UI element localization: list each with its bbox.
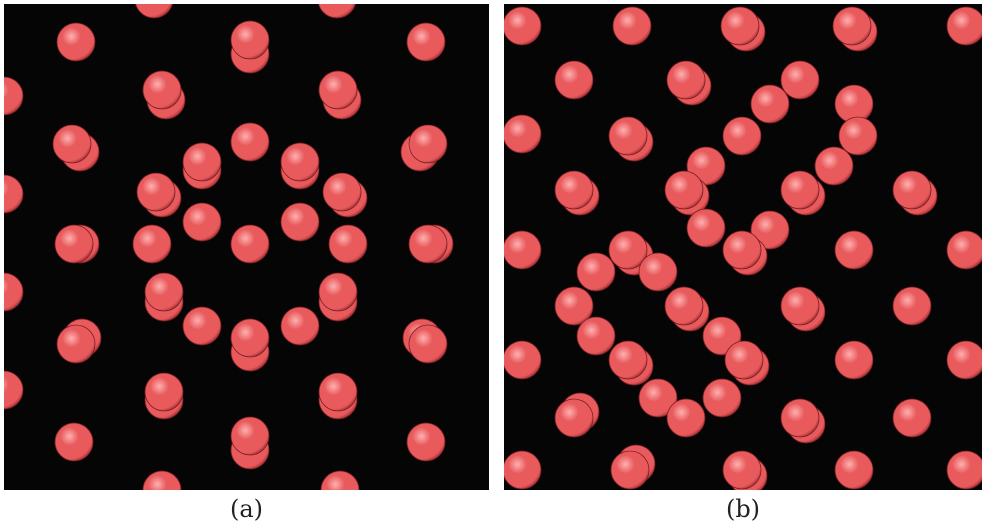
- atom-sphere: [136, 172, 176, 212]
- atom-sphere: [554, 286, 594, 326]
- atom-sphere: [144, 272, 184, 312]
- atom-sphere: [834, 340, 874, 380]
- atom-sphere: [230, 122, 270, 162]
- atom-sphere: [230, 224, 270, 264]
- atom-sphere: [666, 60, 706, 100]
- atom-sphere: [142, 70, 182, 110]
- atom-sphere: [406, 22, 446, 62]
- atom-sphere: [182, 142, 222, 182]
- atom-sphere: [608, 116, 648, 156]
- atom-sphere: [182, 202, 222, 242]
- atom-sphere: [52, 124, 92, 164]
- atom-sphere: [328, 224, 368, 264]
- atom-sphere: [664, 286, 704, 326]
- atom-sphere: [664, 170, 704, 210]
- atom-image-a: [4, 4, 454, 490]
- atom-sphere: [576, 316, 616, 356]
- atom-sphere: [135, 4, 173, 19]
- atom-sphere: [638, 252, 678, 292]
- atom-sphere: [408, 224, 448, 264]
- atomic-structure-panel-a: [4, 4, 489, 490]
- atom-sphere: [750, 84, 790, 124]
- atom-sphere: [142, 470, 182, 490]
- atom-sphere: [182, 306, 222, 346]
- atom-sphere: [780, 398, 820, 438]
- atom-sphere: [780, 286, 820, 326]
- atom-sphere: [318, 4, 356, 19]
- atom-sphere: [554, 398, 594, 438]
- atom-sphere: [280, 306, 320, 346]
- atom-sphere: [892, 170, 932, 210]
- atom-sphere: [4, 76, 24, 116]
- atom-sphere: [230, 20, 270, 60]
- caption-b: (b): [725, 495, 761, 523]
- atom-sphere: [814, 146, 854, 186]
- atom-sphere: [722, 116, 762, 156]
- atom-sphere: [144, 372, 184, 412]
- atom-sphere: [702, 378, 742, 418]
- atom-sphere: [4, 174, 24, 214]
- atom-sphere: [504, 340, 542, 380]
- atom-sphere: [612, 6, 652, 46]
- atom-sphere: [406, 422, 446, 462]
- atom-sphere: [54, 224, 94, 264]
- atom-sphere: [722, 450, 762, 490]
- atom-sphere: [230, 416, 270, 456]
- atom-sphere: [608, 230, 648, 270]
- caption-a: (a): [229, 495, 264, 523]
- atom-sphere: [280, 202, 320, 242]
- atom-sphere: [504, 230, 542, 270]
- atom-sphere: [318, 372, 358, 412]
- atom-sphere: [280, 142, 320, 182]
- atom-sphere: [320, 470, 360, 490]
- atom-sphere: [132, 224, 172, 264]
- atom-sphere: [780, 60, 820, 100]
- atom-sphere: [56, 324, 96, 364]
- atom-sphere: [56, 22, 96, 62]
- atom-sphere: [554, 170, 594, 210]
- atom-sphere: [230, 318, 270, 358]
- atom-sphere: [554, 60, 594, 100]
- atom-sphere: [722, 230, 762, 270]
- atom-sphere: [610, 450, 650, 490]
- atom-sphere: [720, 6, 760, 46]
- atom-sphere: [834, 230, 874, 270]
- atom-sphere: [4, 370, 24, 410]
- atom-sphere: [834, 450, 874, 490]
- atom-sphere: [54, 422, 94, 462]
- atom-sphere: [4, 272, 24, 312]
- atom-sphere: [504, 6, 542, 46]
- atom-sphere: [832, 6, 872, 46]
- atom-sphere: [946, 340, 982, 380]
- atom-image-b: [504, 6, 982, 490]
- atom-sphere: [504, 114, 542, 154]
- atomic-structure-panel-b: [504, 4, 982, 490]
- atom-sphere: [780, 170, 820, 210]
- atom-sphere: [608, 340, 648, 380]
- atom-sphere: [724, 340, 764, 380]
- atom-sphere: [892, 286, 932, 326]
- atom-sphere: [946, 230, 982, 270]
- atom-sphere: [504, 450, 542, 490]
- atom-sphere: [638, 378, 678, 418]
- atom-sphere: [666, 398, 706, 438]
- atom-sphere: [946, 6, 982, 46]
- atom-sphere: [838, 116, 878, 156]
- atom-sphere: [892, 398, 932, 438]
- atom-sphere: [318, 272, 358, 312]
- atom-sphere: [946, 450, 982, 490]
- atom-sphere: [318, 70, 358, 110]
- atom-sphere: [750, 210, 790, 250]
- atom-sphere: [686, 208, 726, 248]
- atom-sphere: [576, 252, 616, 292]
- atom-sphere: [408, 124, 448, 164]
- atom-sphere: [408, 324, 448, 364]
- atom-sphere: [322, 172, 362, 212]
